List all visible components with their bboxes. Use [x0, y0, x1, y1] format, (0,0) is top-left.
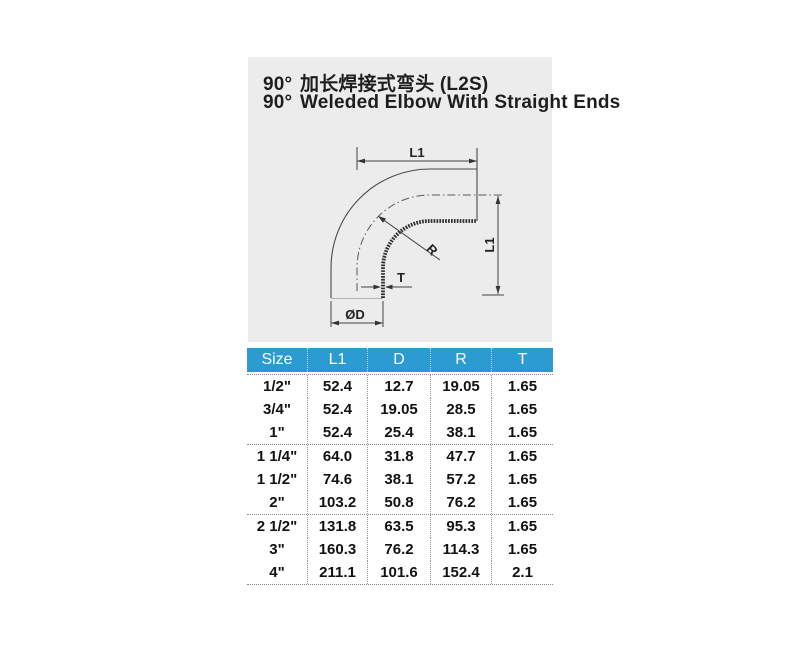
dimension-diameter — [330, 301, 384, 327]
cell-size: 3" — [247, 538, 308, 561]
arrow-up-icon — [495, 196, 501, 204]
cell-size: 1 1/2" — [247, 468, 308, 491]
table-row: 2" 103.2 50.8 76.2 1.65 — [247, 491, 553, 514]
title-text-cn: 加长焊接式弯头 (L2S) — [300, 74, 489, 95]
cell-r: 114.3 — [431, 538, 492, 561]
title-degree-en: 90° — [263, 92, 293, 113]
label-l1-top: L1 — [409, 145, 424, 160]
cell-d: 25.4 — [368, 421, 431, 444]
cell-t: 2.1 — [512, 564, 533, 581]
cell-d: 101.6 — [368, 561, 431, 584]
cell-l1: 211.1 — [308, 561, 368, 584]
cell-t: 1.65 — [507, 448, 538, 465]
title-degree-cn: 90° — [263, 74, 293, 95]
elbow-outer-wall — [330, 168, 477, 298]
cell-size: 1" — [247, 421, 308, 444]
table-group: 1 1/4" 64.0 31.8 47.7 1.65 1 1/2" 74.6 3… — [247, 445, 553, 515]
table-group: 1/2" 52.4 12.7 19.05 1.65 3/4" 52.4 19.0… — [247, 375, 553, 445]
cell-size: 1 1/4" — [247, 445, 308, 468]
column-header-l1: L1 — [308, 348, 368, 372]
title-line-english: 90° Weleded Elbow With Straight Ends — [263, 92, 620, 114]
cell-r: 28.5 — [431, 398, 492, 421]
label-l1-right: L1 — [482, 237, 497, 252]
arrow-down-icon — [495, 286, 501, 294]
label-thickness: T — [397, 270, 405, 285]
dimension-l1-top — [356, 147, 477, 170]
cell-r: 95.3 — [431, 515, 492, 538]
table-group: 2 1/2" 131.8 63.5 95.3 1.65 3" 160.3 76.… — [247, 515, 553, 585]
cell-t: 1.65 — [507, 424, 538, 441]
cell-l1: 64.0 — [308, 445, 368, 468]
cell-d: 31.8 — [368, 445, 431, 468]
table-row: 1 1/4" 64.0 31.8 47.7 1.65 — [247, 445, 553, 468]
title-text-en: Weleded Elbow With Straight Ends — [300, 92, 621, 113]
cell-size: 4" — [247, 561, 308, 584]
table-row: 4" 211.1 101.6 152.4 2.1 — [247, 561, 553, 584]
arrow-right-icon — [375, 320, 383, 326]
table-row: 1/2" 52.4 12.7 19.05 1.65 — [247, 375, 553, 398]
cell-t: 1.65 — [507, 378, 538, 395]
cell-r: 47.7 — [431, 445, 492, 468]
arrow-right-icon — [469, 158, 477, 164]
cell-d: 76.2 — [368, 538, 431, 561]
cell-d: 19.05 — [368, 398, 431, 421]
cell-l1: 160.3 — [308, 538, 368, 561]
column-header-size: Size — [247, 348, 308, 372]
arrow-left-icon — [385, 284, 393, 290]
cell-d: 50.8 — [368, 491, 431, 514]
cell-r: 76.2 — [431, 491, 492, 514]
table-body: 1/2" 52.4 12.7 19.05 1.65 3/4" 52.4 19.0… — [247, 374, 553, 585]
cell-r: 152.4 — [431, 561, 492, 584]
cell-t: 1.65 — [507, 541, 538, 558]
cell-l1: 52.4 — [308, 398, 368, 421]
cell-d: 63.5 — [368, 515, 431, 538]
table-row: 1" 52.4 25.4 38.1 1.65 — [247, 421, 553, 444]
table-header: Size L1 D R T — [247, 348, 553, 372]
cell-l1: 103.2 — [308, 491, 368, 514]
cell-size: 2" — [247, 491, 308, 514]
label-diameter: ØD — [345, 307, 365, 322]
arrow-left-icon — [357, 158, 365, 164]
cell-size: 2 1/2" — [247, 515, 308, 538]
cell-t: 1.65 — [507, 401, 538, 418]
label-radius: R — [424, 241, 442, 259]
elbow-diagram: L1 L1 R T — [330, 145, 504, 327]
cell-t: 1.65 — [507, 518, 538, 535]
cell-r: 57.2 — [431, 468, 492, 491]
cell-size: 3/4" — [247, 398, 308, 421]
spec-panel: 90° 加长焊接式弯头 (L2S) 90° Weleded Elbow With… — [248, 57, 620, 342]
table-row: 1 1/2" 74.6 38.1 57.2 1.65 — [247, 468, 553, 491]
arrow-radius-icon — [378, 216, 386, 223]
cell-l1: 131.8 — [308, 515, 368, 538]
cell-r: 38.1 — [431, 421, 492, 444]
column-header-t: T — [517, 351, 528, 368]
table-row: 3/4" 52.4 19.05 28.5 1.65 — [247, 398, 553, 421]
cell-l1: 52.4 — [308, 421, 368, 444]
table-row: 2 1/2" 131.8 63.5 95.3 1.65 — [247, 515, 553, 538]
cell-size: 1/2" — [247, 375, 308, 398]
dimension-l1-right — [482, 196, 504, 296]
cell-r: 19.05 — [431, 375, 492, 398]
cell-t: 1.65 — [507, 494, 538, 511]
cell-l1: 52.4 — [308, 375, 368, 398]
column-header-d: D — [368, 348, 431, 372]
arrow-right-icon — [373, 284, 381, 290]
elbow-inner-wall — [381, 219, 476, 298]
column-header-r: R — [431, 348, 492, 372]
cell-d: 12.7 — [368, 375, 431, 398]
cell-l1: 74.6 — [308, 468, 368, 491]
spec-table: Size L1 D R T 1/2" 52.4 12.7 19.05 1.65 … — [247, 348, 553, 585]
arrow-left-icon — [331, 320, 339, 326]
cell-t: 1.65 — [507, 471, 538, 488]
title-line-chinese: 90° 加长焊接式弯头 (L2S) — [263, 69, 488, 96]
table-row: 3" 160.3 76.2 114.3 1.65 — [247, 538, 553, 561]
cell-d: 38.1 — [368, 468, 431, 491]
radius-leader-line — [377, 215, 441, 261]
